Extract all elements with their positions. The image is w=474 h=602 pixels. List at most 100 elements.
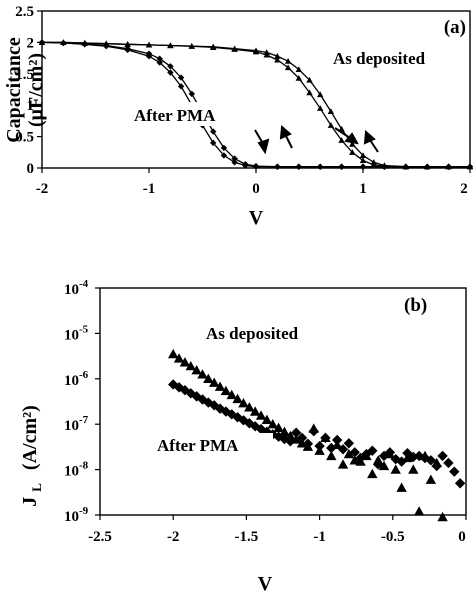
panel-b-x-tick-label: -1 bbox=[313, 529, 326, 545]
arrow-dep-down bbox=[334, 127, 359, 145]
panel-b-ylabel-sub: L bbox=[29, 483, 44, 492]
cv-series-0-sweep-1-point bbox=[284, 58, 292, 64]
cv-series-1-sweep-1-point bbox=[145, 50, 153, 57]
annotation-b-as-deposited-bg bbox=[204, 321, 344, 343]
panel-b-xlabel: V bbox=[258, 573, 273, 595]
jv-series-1-point bbox=[454, 478, 466, 489]
cv-series-1-sweep-1-point bbox=[60, 39, 67, 47]
jv-series-1-point bbox=[331, 434, 343, 446]
cv-series-1-sweep-1-point bbox=[317, 163, 324, 170]
panel-a: -2 -1 0 1 2 0 0.5 1 1.5 2 2.5 (a) As deposited Aft… bbox=[3, 4, 474, 229]
jv-series-1-point bbox=[203, 397, 214, 408]
jv-series-0-point bbox=[378, 460, 390, 471]
panel-a-y-tick-label: 0 bbox=[27, 161, 35, 177]
cv-series-0-sweep-1-point bbox=[327, 108, 335, 115]
panel-a-plot-frame bbox=[41, 10, 471, 169]
sweep-arrows bbox=[254, 124, 379, 155]
panel-b-y-tick-exponent: -8 bbox=[79, 460, 89, 472]
jv-series-0-point bbox=[425, 474, 437, 484]
panel-b-x-tick-label: -2.5 bbox=[88, 529, 112, 545]
panel-a-y-tick-label: 1.5 bbox=[15, 67, 34, 83]
jv-series-0-point bbox=[226, 389, 237, 400]
panel-a-y-tick-label: 1 bbox=[27, 98, 35, 114]
panel-a-y-tick-label: 0.5 bbox=[15, 130, 34, 146]
jv-series-0-point bbox=[326, 450, 337, 461]
jv-series-0-point bbox=[185, 360, 196, 371]
panel-b-y-tick-label: 10-5 bbox=[64, 323, 89, 343]
cv-series-1-sweep-0-point bbox=[210, 139, 217, 147]
annotation-b-as-deposited: As deposited bbox=[206, 324, 299, 343]
panel-a-xlabel: V bbox=[249, 207, 264, 229]
panel-b-y-tick-label: 10-9 bbox=[64, 505, 89, 525]
jv-series-1-point bbox=[437, 450, 448, 462]
jv-series-0-point bbox=[279, 426, 290, 436]
jv-series-1-point bbox=[449, 466, 460, 477]
panel-b-ylabel-main: J bbox=[19, 497, 41, 507]
cv-series-0-sweep-0-point bbox=[295, 74, 302, 81]
panel-b-y-tick-base: 10 bbox=[64, 418, 79, 434]
jv-series-0-point bbox=[191, 364, 202, 375]
cv-series-0-sweep-1-point bbox=[252, 47, 260, 54]
panel-a-y-tick-label: 2 bbox=[27, 35, 35, 51]
jv-series-1-point bbox=[326, 442, 337, 454]
jv-series-0-point bbox=[349, 455, 360, 465]
cv-series-1-sweep-1-point bbox=[242, 161, 249, 168]
cv-series-1-sweep-0-point bbox=[231, 159, 238, 166]
panel-b-y-tick-exponent: -5 bbox=[79, 323, 89, 335]
panel-b-x-tick-label: -0.5 bbox=[381, 529, 405, 545]
panel-b-y-tick-exponent: -7 bbox=[79, 414, 89, 426]
arrow-dep-up bbox=[363, 129, 379, 153]
jv-series-0-point bbox=[273, 422, 284, 433]
jv-series-1-point bbox=[337, 444, 349, 455]
annotation-as-deposited: As deposited bbox=[333, 49, 426, 68]
jv-series-0-point bbox=[168, 348, 179, 359]
panel-a-x-tick-label: -1 bbox=[143, 181, 156, 197]
jv-series-1-point bbox=[244, 418, 255, 429]
jv-series-1-point bbox=[314, 440, 325, 452]
jv-series-1-point bbox=[367, 445, 378, 456]
jv-series-0-point bbox=[367, 468, 378, 479]
jv-series-0-point bbox=[238, 398, 249, 408]
jv-series-0-point bbox=[208, 377, 220, 387]
jv-series-1-point bbox=[173, 382, 185, 393]
panel-b-y-tick-base: 10 bbox=[64, 464, 79, 480]
jv-series-0-point bbox=[255, 410, 267, 420]
cv-series-0-sweep-0-point bbox=[317, 105, 324, 111]
cv-series-1-sweep-0-point bbox=[220, 152, 228, 159]
cv-series-0-sweep-1-point bbox=[370, 159, 377, 165]
jv-series-1-point bbox=[425, 455, 437, 466]
arrow-pma-up bbox=[279, 124, 293, 149]
jv-series-1-point bbox=[320, 432, 331, 444]
jv-series-0-point bbox=[396, 482, 407, 492]
panel-a-x-tick-label: 2 bbox=[460, 181, 468, 197]
cv-series-0-sweep-0-point bbox=[359, 157, 367, 164]
jv-series-1-point bbox=[308, 426, 319, 437]
jv-series-1-point bbox=[349, 447, 360, 458]
cv-series-0-sweep-1-point bbox=[274, 53, 281, 59]
panel-b-y-tick-base: 10 bbox=[64, 373, 79, 389]
jv-series-1-point bbox=[372, 459, 384, 470]
cv-series-0-sweep-1-point bbox=[124, 41, 131, 47]
cv-series-1-sweep-0-point bbox=[167, 69, 174, 76]
cv-series-0-sweep-1-point bbox=[349, 140, 356, 147]
jv-series-1-point bbox=[296, 432, 308, 444]
jv-series-1-point bbox=[302, 438, 314, 450]
cv-series-0-sweep-1-point bbox=[306, 76, 313, 83]
cv-series-1-sweep-1-point bbox=[188, 90, 195, 98]
panel-b-y-tick-base: 10 bbox=[64, 282, 79, 298]
cv-series-0-sweep-1-point bbox=[188, 42, 195, 49]
cv-series-1-sweep-1-point bbox=[177, 74, 185, 81]
panel-b-y-tick-base: 10 bbox=[64, 327, 79, 343]
panel-b-y-tick-label: 10-7 bbox=[64, 414, 89, 434]
panel-b-y-tick-label: 10-4 bbox=[64, 278, 89, 298]
jv-series-0-point bbox=[413, 506, 425, 516]
jv-series-0-point bbox=[437, 511, 448, 522]
panel-a-label: (a) bbox=[444, 17, 466, 38]
jv-series-0-point bbox=[267, 419, 278, 429]
panel-b-plot-frame bbox=[99, 287, 467, 516]
cv-series-1-sweep-1-point bbox=[210, 128, 217, 135]
jv-series-0-point bbox=[220, 385, 232, 396]
panel-a-ylabel-unit: (μF/cm²) bbox=[25, 53, 47, 127]
jv-series-0-point bbox=[390, 464, 401, 474]
